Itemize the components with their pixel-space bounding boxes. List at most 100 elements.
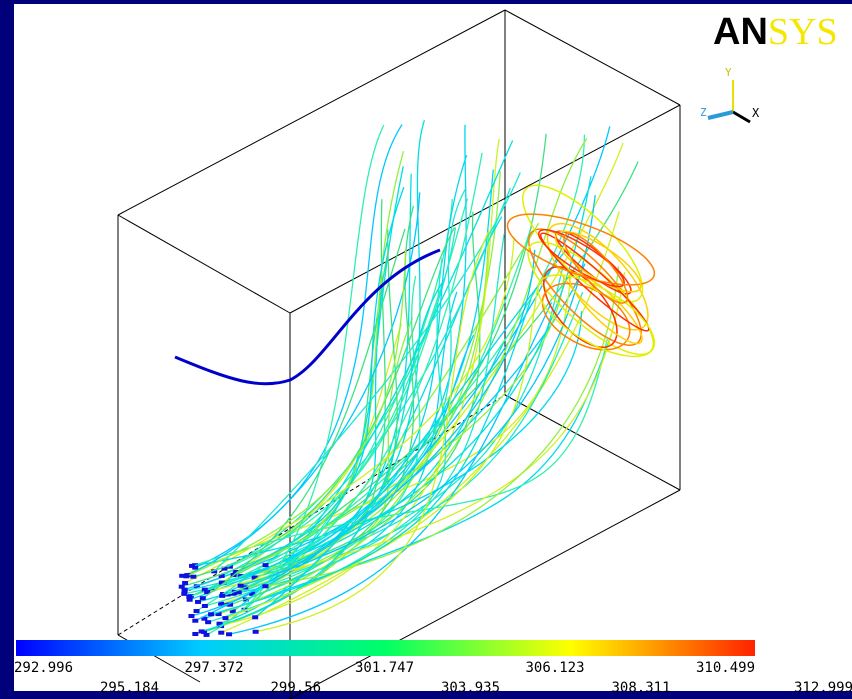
start-marker (232, 569, 239, 574)
start-marker (186, 594, 193, 599)
start-marker (204, 590, 211, 595)
streamline (184, 237, 515, 584)
streamline (195, 249, 536, 622)
start-marker (193, 609, 200, 614)
streamline (202, 228, 406, 599)
start-marker (251, 575, 258, 580)
streamline (220, 138, 500, 627)
start-marker (219, 593, 226, 598)
colorbar (16, 640, 755, 656)
streamline (191, 311, 583, 567)
start-marker (181, 587, 188, 592)
start-marker (183, 574, 190, 579)
streamline (232, 140, 514, 612)
streamline (563, 232, 629, 304)
colorbar-label: 301.747 (355, 660, 414, 676)
streamline (521, 184, 644, 303)
start-marker (199, 596, 206, 601)
start-marker (215, 612, 222, 617)
axis-label: Y (725, 66, 732, 79)
start-marker (218, 573, 225, 578)
colorbar-label: 303.935 (441, 680, 500, 696)
start-marker (201, 616, 208, 621)
start-marker (249, 591, 256, 596)
start-marker (182, 580, 189, 585)
start-marker (190, 574, 197, 579)
logo-dark: AN (713, 11, 768, 53)
start-marker (201, 587, 208, 592)
start-marker (218, 580, 225, 585)
start-marker (192, 631, 199, 636)
start-marker (221, 602, 228, 607)
streamline (233, 275, 565, 576)
background (14, 4, 852, 691)
colorbar-labels: 292.996 297.372 301.747 306.123 310.499 295.1… (14, 660, 852, 696)
streamline (220, 211, 620, 634)
streamline (187, 192, 421, 576)
colorbar-label: 306.123 (526, 660, 585, 676)
streamline (189, 134, 586, 598)
start-marker (222, 616, 229, 621)
streamline (204, 154, 468, 591)
streamline (181, 273, 572, 577)
start-marker (252, 615, 259, 620)
streamline (222, 152, 483, 597)
streamline (554, 230, 642, 293)
colorbar-label: 297.372 (185, 660, 244, 676)
axis-label: X (752, 106, 760, 120)
streamline (184, 337, 507, 592)
start-marker (262, 563, 269, 568)
streamline (174, 248, 441, 386)
streamline (506, 213, 656, 286)
logo-light: SYS (768, 11, 838, 53)
start-marker (252, 629, 259, 634)
start-marker (192, 618, 199, 623)
start-marker (235, 590, 242, 595)
streamline (540, 232, 650, 332)
start-marker (179, 573, 186, 578)
streamline (546, 222, 649, 331)
colorbar-label: 310.499 (696, 660, 755, 676)
streamline (210, 299, 532, 615)
start-marker (195, 599, 202, 604)
colorbar-label: 308.311 (612, 680, 671, 696)
start-marker (227, 602, 234, 607)
start-marker (203, 632, 210, 637)
start-marker (226, 632, 233, 637)
colorbar-label: 292.996 (14, 660, 73, 676)
start-marker (188, 613, 195, 618)
start-marker (262, 584, 269, 589)
streamline (528, 228, 642, 346)
start-marker (192, 565, 199, 570)
start-marker (205, 620, 212, 625)
start-marker (211, 569, 218, 574)
streamline (213, 172, 521, 572)
colorbar-label: 299.56 (271, 680, 322, 696)
colorbar-label: 312.999 (794, 680, 852, 696)
streamline (201, 278, 446, 633)
start-marker (198, 629, 205, 634)
streamline (191, 126, 611, 617)
logo: ANSYS (713, 11, 838, 53)
colorbar-label: 295.184 (100, 680, 159, 696)
start-marker (186, 597, 193, 602)
streamline (255, 230, 490, 633)
streamline (221, 187, 511, 577)
streamlines (178, 119, 656, 637)
start-marker (201, 603, 208, 608)
start-marker (208, 612, 215, 617)
start-marker (218, 630, 225, 635)
start-marker (226, 564, 233, 569)
start-marker (181, 591, 188, 596)
streamline (228, 302, 553, 635)
streamline (254, 250, 566, 618)
start-marker (221, 566, 228, 571)
streamline (537, 274, 656, 358)
streamline (186, 249, 407, 577)
start-marker (229, 609, 236, 614)
streamline (193, 227, 455, 578)
start-marker (178, 584, 185, 589)
start-marker (189, 563, 196, 568)
